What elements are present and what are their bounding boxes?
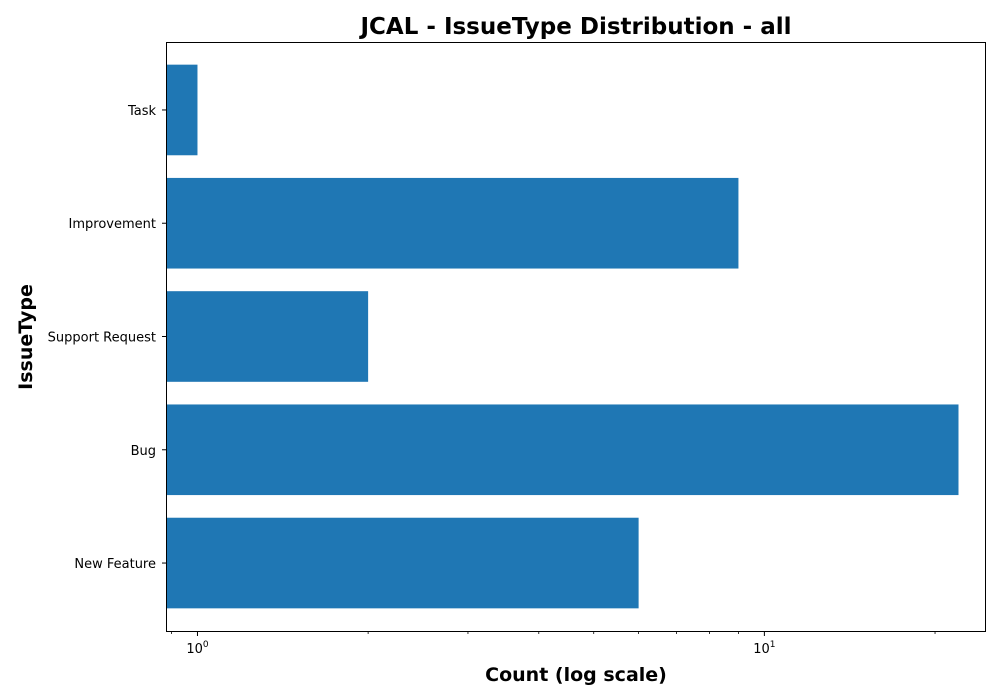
x-axis-label: Count (log scale) — [485, 664, 667, 686]
bar-improvement — [166, 177, 739, 269]
x-tick-label: 100 — [186, 640, 209, 657]
x-tick-label: 101 — [753, 640, 775, 657]
x-axis-ticks: 100 101 — [171, 631, 936, 657]
y-tick-label: Improvement — [69, 217, 156, 232]
y-axis-ticks: New Feature Bug Support Request Improvement… — [48, 104, 166, 572]
y-tick-label: Bug — [131, 444, 156, 459]
y-tick-label: New Feature — [74, 557, 156, 572]
bar-bug — [166, 404, 959, 496]
bars-group — [166, 64, 959, 609]
chart-title: JCAL - IssueType Distribution - all — [358, 14, 791, 40]
y-axis-label: IssueType — [15, 284, 37, 390]
y-tick-label: Support Request — [48, 331, 156, 346]
bar-support-request — [166, 291, 369, 382]
plot-frame — [166, 42, 986, 632]
bar-new-feature — [166, 517, 639, 609]
y-tick-label: Task — [127, 104, 157, 119]
bar-task — [166, 64, 198, 156]
